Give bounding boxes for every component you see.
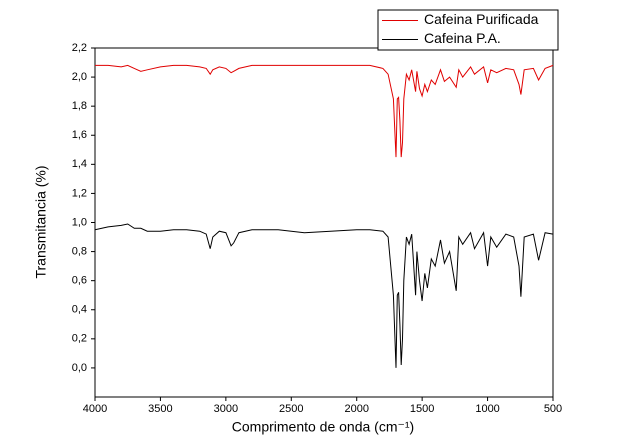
y-tick-label: 0,8 bbox=[72, 245, 87, 257]
plot-frame bbox=[94, 47, 554, 398]
spectrum-line bbox=[95, 64, 554, 158]
y-tick-label: 1,4 bbox=[72, 158, 87, 170]
y-tick-label: 0,4 bbox=[72, 304, 87, 316]
x-tick-label: 1000 bbox=[475, 403, 499, 415]
legend-label: Cafeina P.A. bbox=[424, 30, 501, 46]
y-axis-label: Transmitancia (%) bbox=[33, 165, 49, 278]
y-tick-label: 0,6 bbox=[72, 275, 87, 287]
x-tick-label: 3500 bbox=[148, 403, 172, 415]
y-tick-label: 2,0 bbox=[72, 71, 87, 83]
x-tick-label: 2500 bbox=[279, 403, 303, 415]
y-tick-label: 0,2 bbox=[72, 333, 87, 345]
x-tick-label: 3000 bbox=[214, 403, 238, 415]
y-tick-label: 1,2 bbox=[72, 187, 87, 199]
y-tick-label: 0,0 bbox=[72, 362, 87, 374]
x-axis-label: Comprimento de onda (cm⁻¹) bbox=[232, 419, 414, 435]
x-tick-label: 2000 bbox=[344, 403, 368, 415]
legend-label: Cafeina Purificada bbox=[424, 11, 539, 27]
legend-box bbox=[377, 9, 559, 51]
y-tick-label: 1,8 bbox=[72, 100, 87, 112]
y-tick-label: 2,2 bbox=[72, 42, 87, 54]
spectrum-line bbox=[94, 223, 554, 368]
x-tick-label: 4000 bbox=[83, 403, 107, 415]
y-tick-label: 1,0 bbox=[72, 216, 87, 228]
y-tick-label: 1,6 bbox=[72, 129, 87, 141]
x-tick-label: 1500 bbox=[410, 403, 434, 415]
x-tick-label: 500 bbox=[544, 403, 562, 415]
